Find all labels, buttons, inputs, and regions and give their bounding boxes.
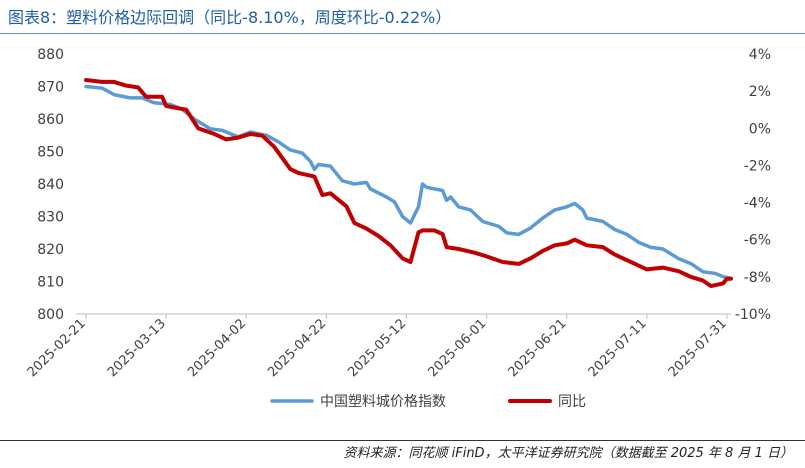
figure-title: 图表8：塑料价格边际回调（同比-8.10%，周度环比-0.22%）	[8, 8, 452, 27]
y-right-tick-label: 4%	[749, 47, 771, 63]
y-left-tick-label: 880	[37, 47, 64, 63]
x-tick-label: 2025-07-31	[666, 316, 730, 380]
legend-label: 同比	[558, 394, 586, 410]
y-left-tick-label: 830	[37, 210, 64, 226]
title-divider	[0, 33, 805, 34]
legend-label: 中国塑料城价格指数	[320, 394, 446, 410]
y-left-tick-label: 860	[37, 112, 64, 128]
x-tick-label: 2025-06-01	[425, 316, 489, 380]
y-right-tick-label: -8%	[744, 270, 771, 286]
y-right-tick-label: -10%	[735, 307, 771, 323]
legend: 中国塑料城价格指数 同比	[270, 394, 586, 410]
x-tick-label: 2025-05-12	[345, 316, 409, 380]
y-left-tick-label: 820	[37, 242, 64, 258]
y-left-tick-label: 810	[37, 275, 64, 291]
x-tick-label: 2025-06-21	[506, 316, 570, 380]
y-right-tick-label: -6%	[744, 233, 771, 249]
x-tick-label: 2025-07-11	[586, 316, 650, 380]
y-right-tick-label: 0%	[749, 121, 771, 137]
y-right-tick-label: -4%	[744, 196, 771, 212]
series-line-1	[84, 84, 733, 281]
x-tick-label: 2025-02-21	[25, 316, 89, 380]
x-tick-label: 2025-04-02	[185, 316, 249, 380]
x-tick-label: 2025-03-13	[105, 316, 169, 380]
y-left-tick-label: 800	[37, 307, 64, 323]
x-tick-label: 2025-04-22	[265, 316, 329, 380]
y-right-tick-label: -2%	[744, 158, 771, 174]
footer-divider	[0, 440, 805, 441]
series-line-2	[84, 78, 733, 289]
y-left-tick-label: 870	[37, 80, 64, 96]
series-lines	[84, 78, 733, 289]
y-left-tick-label: 850	[37, 145, 64, 161]
source-note: 资料来源：同花顺 iFinD，太平洋证券研究院（数据截至 2025 年 8 月 …	[343, 446, 793, 461]
line-chart: 800 810 820 830 840 850 860 870 880 -10% -8% -6% -4%…	[25, 47, 771, 410]
y-right-tick-label: 2%	[749, 84, 771, 100]
y-left-tick-label: 840	[37, 177, 64, 193]
